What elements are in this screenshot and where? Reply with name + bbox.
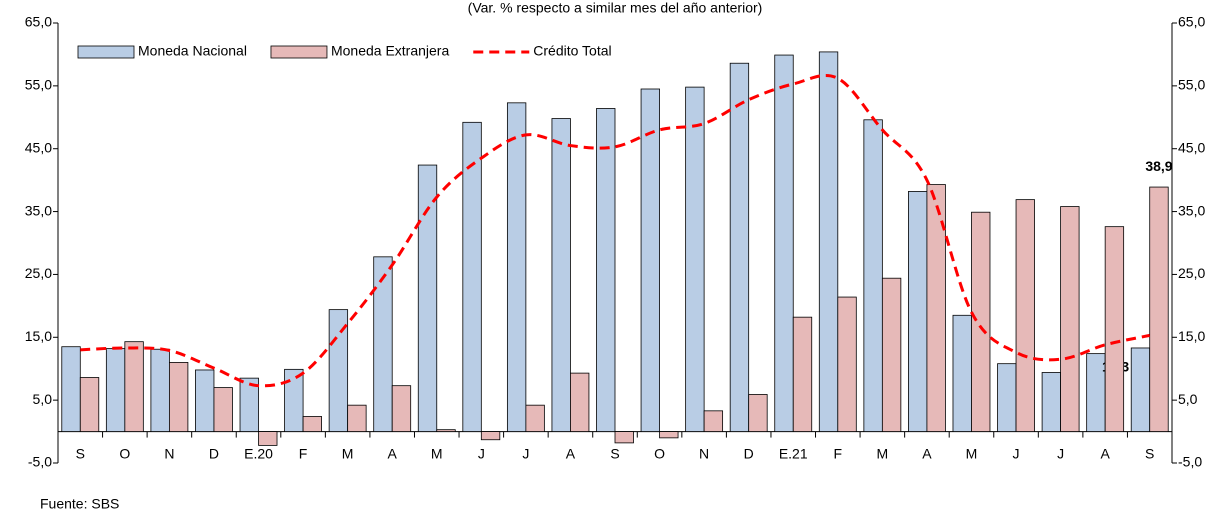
y-tick-label: 5,0 (33, 391, 53, 407)
bar (1015, 199, 1035, 432)
y-tick-label: 15,0 (25, 328, 52, 344)
legend-label: Crédito Total (533, 43, 611, 59)
bar (1104, 226, 1125, 432)
bar (685, 86, 705, 432)
x-tick-label: A (388, 446, 398, 462)
x-tick-label: D (209, 446, 219, 462)
bar (952, 314, 972, 432)
bar (640, 88, 660, 432)
bar (748, 394, 768, 432)
x-tick-label: J (478, 446, 485, 462)
bar (61, 346, 81, 432)
bar (480, 431, 501, 441)
bar (729, 62, 750, 432)
x-tick-label: A (1100, 446, 1110, 462)
y2-tick-label: 5,0 (1178, 391, 1198, 407)
bar (347, 404, 367, 432)
bar (881, 277, 902, 432)
legend-swatch (77, 45, 135, 59)
bar (570, 372, 590, 432)
bar (1041, 372, 1061, 432)
x-tick-label: J (522, 446, 529, 462)
bar (462, 121, 482, 432)
bar (926, 184, 946, 432)
y2-tick-label: 45,0 (1178, 139, 1205, 155)
bar (168, 362, 189, 432)
bar (703, 410, 724, 432)
bar (614, 431, 634, 444)
x-tick-label: F (834, 446, 843, 462)
x-tick-label: S (1145, 446, 1154, 462)
bar (863, 119, 883, 432)
bar (436, 429, 456, 432)
bar (213, 387, 233, 432)
x-tick-label: D (744, 446, 754, 462)
x-tick-label: O (119, 446, 130, 462)
y-tick-label: 45,0 (25, 139, 52, 155)
bar (818, 51, 839, 432)
bar (596, 108, 616, 432)
y-tick-label: 65,0 (25, 14, 52, 30)
y2-tick-label: -5,0 (1178, 454, 1202, 470)
x-tick-label: F (299, 446, 308, 462)
chart-subtitle: (Var. % respecto a similar mes del año a… (468, 0, 763, 16)
y2-tick-label: 15,0 (1178, 328, 1205, 344)
bar (239, 377, 259, 432)
bar (997, 363, 1017, 432)
bar (551, 118, 571, 432)
x-tick-label: J (1013, 446, 1020, 462)
y2-tick-label: 65,0 (1178, 14, 1205, 30)
bar (79, 377, 100, 432)
bar (1149, 186, 1169, 432)
x-tick-label: A (566, 446, 576, 462)
bar (774, 54, 794, 432)
bar (1060, 206, 1080, 432)
bar (258, 431, 278, 446)
x-tick-label: N (699, 446, 709, 462)
y-tick-label: 35,0 (25, 202, 52, 218)
y2-tick-label: 55,0 (1178, 77, 1205, 93)
x-tick-label: N (164, 446, 174, 462)
y2-tick-label: 25,0 (1178, 265, 1205, 281)
y-tick-label: 55,0 (25, 77, 52, 93)
legend-swatch (270, 45, 328, 59)
bar (525, 404, 545, 432)
x-tick-label: M (966, 446, 978, 462)
y2-tick-label: 35,0 (1178, 202, 1205, 218)
bar (391, 385, 412, 432)
legend-label: Moneda Nacional (138, 43, 247, 59)
x-tick-label: M (877, 446, 889, 462)
y-tick-label: -5,0 (28, 454, 52, 470)
bar (105, 348, 126, 432)
line (80, 73, 1151, 388)
x-tick-label: S (610, 446, 619, 462)
y-tick-label: 25,0 (25, 265, 52, 281)
bar (792, 316, 813, 432)
x-tick-label: M (431, 446, 443, 462)
bar (506, 102, 527, 432)
data-label: 38,9 (1145, 158, 1172, 174)
bar (837, 296, 857, 432)
x-tick-label: J (1057, 446, 1064, 462)
x-tick-label: A (922, 446, 932, 462)
x-tick-label: E.21 (779, 446, 808, 462)
source: Fuente: SBS (40, 496, 119, 512)
bar (150, 348, 170, 432)
bar (124, 341, 144, 432)
bar (908, 191, 928, 432)
bar (195, 369, 215, 432)
bar (302, 416, 322, 432)
bar (373, 256, 393, 432)
bar (971, 211, 991, 432)
x-tick-label: E.20 (244, 446, 273, 462)
x-tick-label: M (342, 446, 354, 462)
legend-label: Moneda Extranjera (331, 43, 450, 59)
x-tick-label: O (654, 446, 665, 462)
x-tick-label: S (76, 446, 85, 462)
bar (417, 164, 438, 432)
bar (284, 368, 304, 432)
bar (659, 431, 679, 439)
bar (1130, 347, 1151, 432)
